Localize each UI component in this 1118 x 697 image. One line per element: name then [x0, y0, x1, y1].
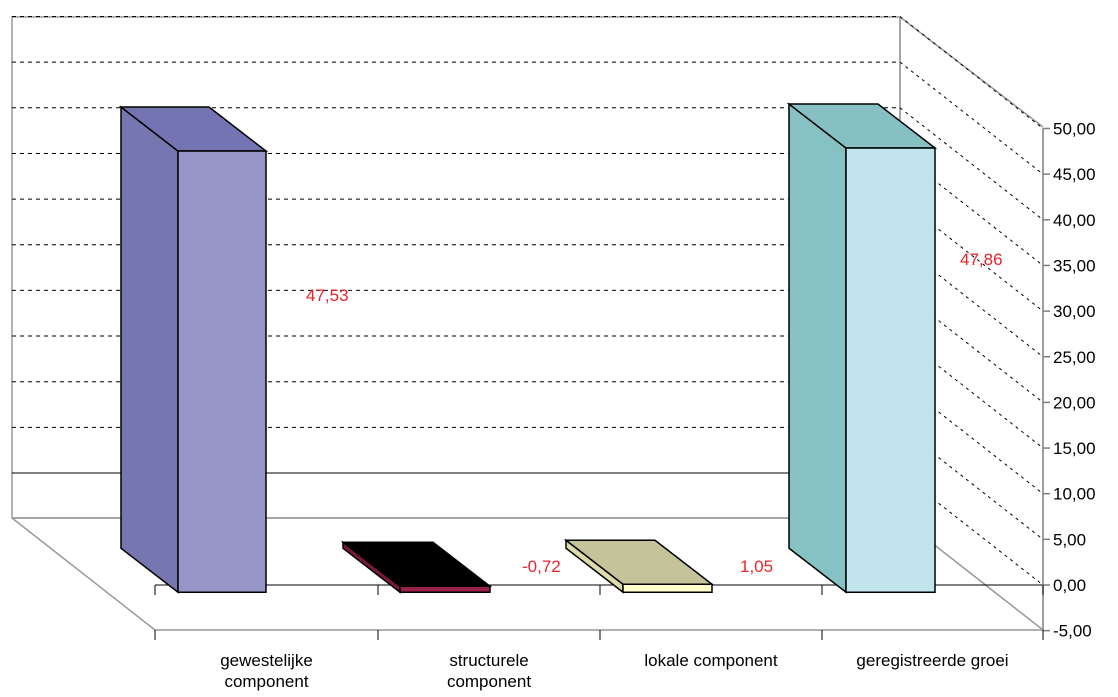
bar-2 — [340, 540, 493, 594]
category-label: structurele — [449, 651, 528, 670]
value-tick-label: -5,00 — [1053, 622, 1092, 641]
category-label: geregistreerde groei — [856, 651, 1008, 670]
value-tick-label: 10,00 — [1053, 485, 1096, 504]
bar-1 — [118, 105, 269, 594]
value-tick-label: 45,00 — [1053, 165, 1096, 184]
value-tick-label: 35,00 — [1053, 256, 1096, 275]
value-tick-label: 40,00 — [1053, 211, 1096, 230]
data-label: 1,05 — [740, 557, 773, 576]
data-labels: 47,53 -0,72 1,05 47,86 — [306, 250, 1003, 576]
value-tick-label: 0,00 — [1053, 576, 1086, 595]
bar-front-face — [399, 585, 491, 594]
value-tick-label: 50,00 — [1053, 120, 1096, 139]
value-tick-label: 25,00 — [1053, 348, 1096, 367]
bar-side-face — [788, 102, 847, 594]
bar-3 — [563, 538, 715, 594]
category-axis: gewestelijke component structurele componen… — [154, 585, 1044, 691]
bar-front-face — [622, 583, 713, 594]
bars — [118, 102, 938, 594]
category-label: gewestelijke — [220, 651, 313, 670]
data-label: -0,72 — [522, 557, 561, 576]
bar-front-face — [845, 147, 936, 594]
value-tick-label: 20,00 — [1053, 393, 1096, 412]
data-label: 47,53 — [306, 286, 349, 305]
category-label: lokale component — [644, 651, 778, 670]
category-label: component — [224, 672, 308, 691]
category-label: component — [447, 672, 531, 691]
floor-left-edge — [11, 517, 156, 631]
value-tick-label: 15,00 — [1053, 439, 1096, 458]
bar-4 — [786, 102, 938, 594]
bar-side-face — [120, 105, 179, 594]
bar-front-face — [177, 150, 267, 594]
side-wall-top-edge — [899, 16, 1044, 128]
gridline-side — [899, 61, 1044, 175]
value-axis: -5,00 0,00 5,00 10,00 15,00 20,00 25,00 30,00 35… — [1042, 120, 1096, 641]
gridline-side — [899, 16, 1044, 129]
gridline-side — [899, 107, 1044, 221]
value-tick-label: 30,00 — [1053, 302, 1096, 321]
value-tick-label: 5,00 — [1053, 530, 1086, 549]
data-label: 47,86 — [960, 250, 1003, 269]
